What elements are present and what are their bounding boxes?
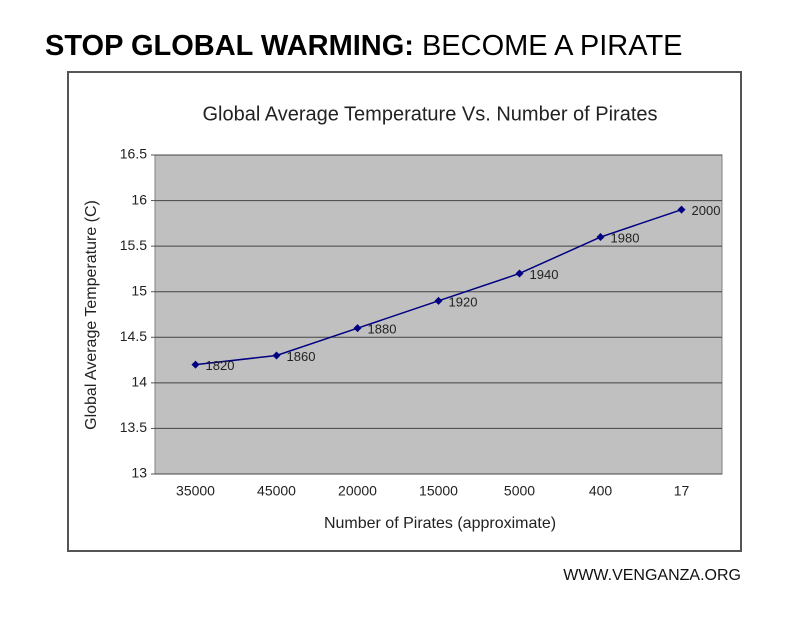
point-label: 1920 — [449, 294, 478, 309]
y-axis-label: Global Average Temperature (C) — [83, 200, 100, 430]
plot-area — [154, 154, 723, 475]
y-tick-label: 16.5 — [120, 146, 147, 162]
chart-title: Global Average Temperature Vs. Number of… — [202, 103, 657, 125]
x-tick-label: 400 — [589, 483, 613, 499]
y-tick-label: 15 — [131, 282, 147, 298]
point-label: 1880 — [368, 322, 397, 337]
point-label: 1980 — [611, 230, 640, 245]
headline-bold: STOP GLOBAL WARMING: — [45, 30, 414, 62]
data-point — [272, 351, 281, 360]
footer: WWW.VENGANZA.ORG — [563, 567, 741, 584]
data-point — [515, 269, 524, 278]
y-tick-label: 14 — [131, 374, 147, 390]
data-point — [596, 233, 605, 242]
data-point — [434, 296, 443, 305]
point-label: 2000 — [692, 203, 721, 218]
point-label: 1940 — [530, 267, 559, 282]
data-point — [353, 324, 362, 333]
y-tick-label: 13 — [131, 465, 147, 481]
x-tick-label: 45000 — [257, 483, 296, 499]
y-tick-label: 14.5 — [120, 328, 147, 344]
x-tick-label: 20000 — [338, 483, 377, 499]
x-axis-label: Number of Pirates (approximate) — [324, 515, 556, 532]
headline: STOP GLOBAL WARMING: BECOME A PIRATE — [45, 30, 683, 62]
y-tick-label: 16 — [131, 191, 147, 207]
x-tick-label: 17 — [674, 483, 690, 499]
data-point — [677, 205, 686, 214]
y-tick-label: 15.5 — [120, 237, 147, 253]
x-tick-label: 5000 — [504, 483, 535, 499]
x-tick-label: 35000 — [176, 483, 215, 499]
x-tick-label: 15000 — [419, 483, 458, 499]
point-label: 1860 — [287, 349, 316, 364]
y-tick-label: 13.5 — [120, 419, 147, 435]
data-point — [191, 360, 200, 369]
point-label: 1820 — [206, 358, 235, 373]
headline-regular: BECOME A PIRATE — [422, 30, 683, 62]
